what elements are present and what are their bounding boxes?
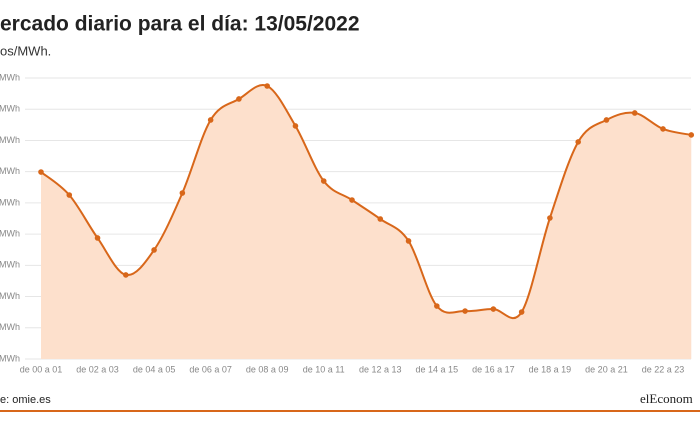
x-tick-label: de 00 a 01 xyxy=(20,364,63,374)
y-tick-label: MWh xyxy=(0,72,20,82)
point xyxy=(688,132,695,138)
point xyxy=(631,110,638,116)
point xyxy=(547,215,553,221)
x-tick-label: de 20 a 21 xyxy=(585,364,628,374)
point xyxy=(151,247,157,253)
x-tick-label: de 02 a 03 xyxy=(76,364,119,374)
point xyxy=(264,83,270,89)
point xyxy=(207,117,214,123)
y-tick-label: MWh xyxy=(0,353,20,363)
y-tick-label: MWh xyxy=(0,135,20,145)
x-tick-label: de 16 a 17 xyxy=(472,364,515,374)
point xyxy=(377,216,384,222)
y-tick-label: MWh xyxy=(0,260,20,270)
y-tick-label: MWh xyxy=(0,291,20,301)
x-tick-label: de 14 a 15 xyxy=(416,364,459,374)
x-tick-label: de 22 a 23 xyxy=(642,364,685,374)
brand: elEconom xyxy=(640,391,693,406)
point xyxy=(490,306,497,312)
point xyxy=(94,235,101,241)
y-tick-label: MWh xyxy=(0,228,20,238)
point xyxy=(179,190,186,196)
x-tick-label: de 04 a 05 xyxy=(133,364,176,374)
point xyxy=(405,238,412,244)
x-tick-label: de 10 a 11 xyxy=(303,364,345,374)
point xyxy=(123,272,129,278)
x-tick-label: de 12 a 13 xyxy=(359,364,402,374)
y-tick-label: MWh xyxy=(0,322,20,332)
point xyxy=(518,309,525,315)
point xyxy=(575,139,581,145)
point xyxy=(603,117,610,123)
x-tick-label: de 06 a 07 xyxy=(189,364,232,374)
point xyxy=(236,96,242,102)
y-tick-label: MWh xyxy=(0,166,20,176)
area xyxy=(41,84,692,359)
point xyxy=(660,126,666,132)
point xyxy=(292,123,299,129)
point xyxy=(38,169,44,175)
chart-subtitle: os/MWh. xyxy=(0,43,51,58)
point xyxy=(434,303,440,309)
x-tick-label: de 18 a 19 xyxy=(529,364,572,374)
y-tick-label: MWh xyxy=(0,197,20,207)
point xyxy=(349,197,355,203)
point xyxy=(462,308,468,314)
chart-title: ercado diario para el día: 13/05/2022 xyxy=(0,13,360,36)
x-tick-label: de 08 a 09 xyxy=(246,364,289,374)
point xyxy=(66,192,73,198)
y-tick-label: MWh xyxy=(0,104,20,114)
point xyxy=(320,178,327,184)
source: e: omie.es xyxy=(0,394,51,406)
